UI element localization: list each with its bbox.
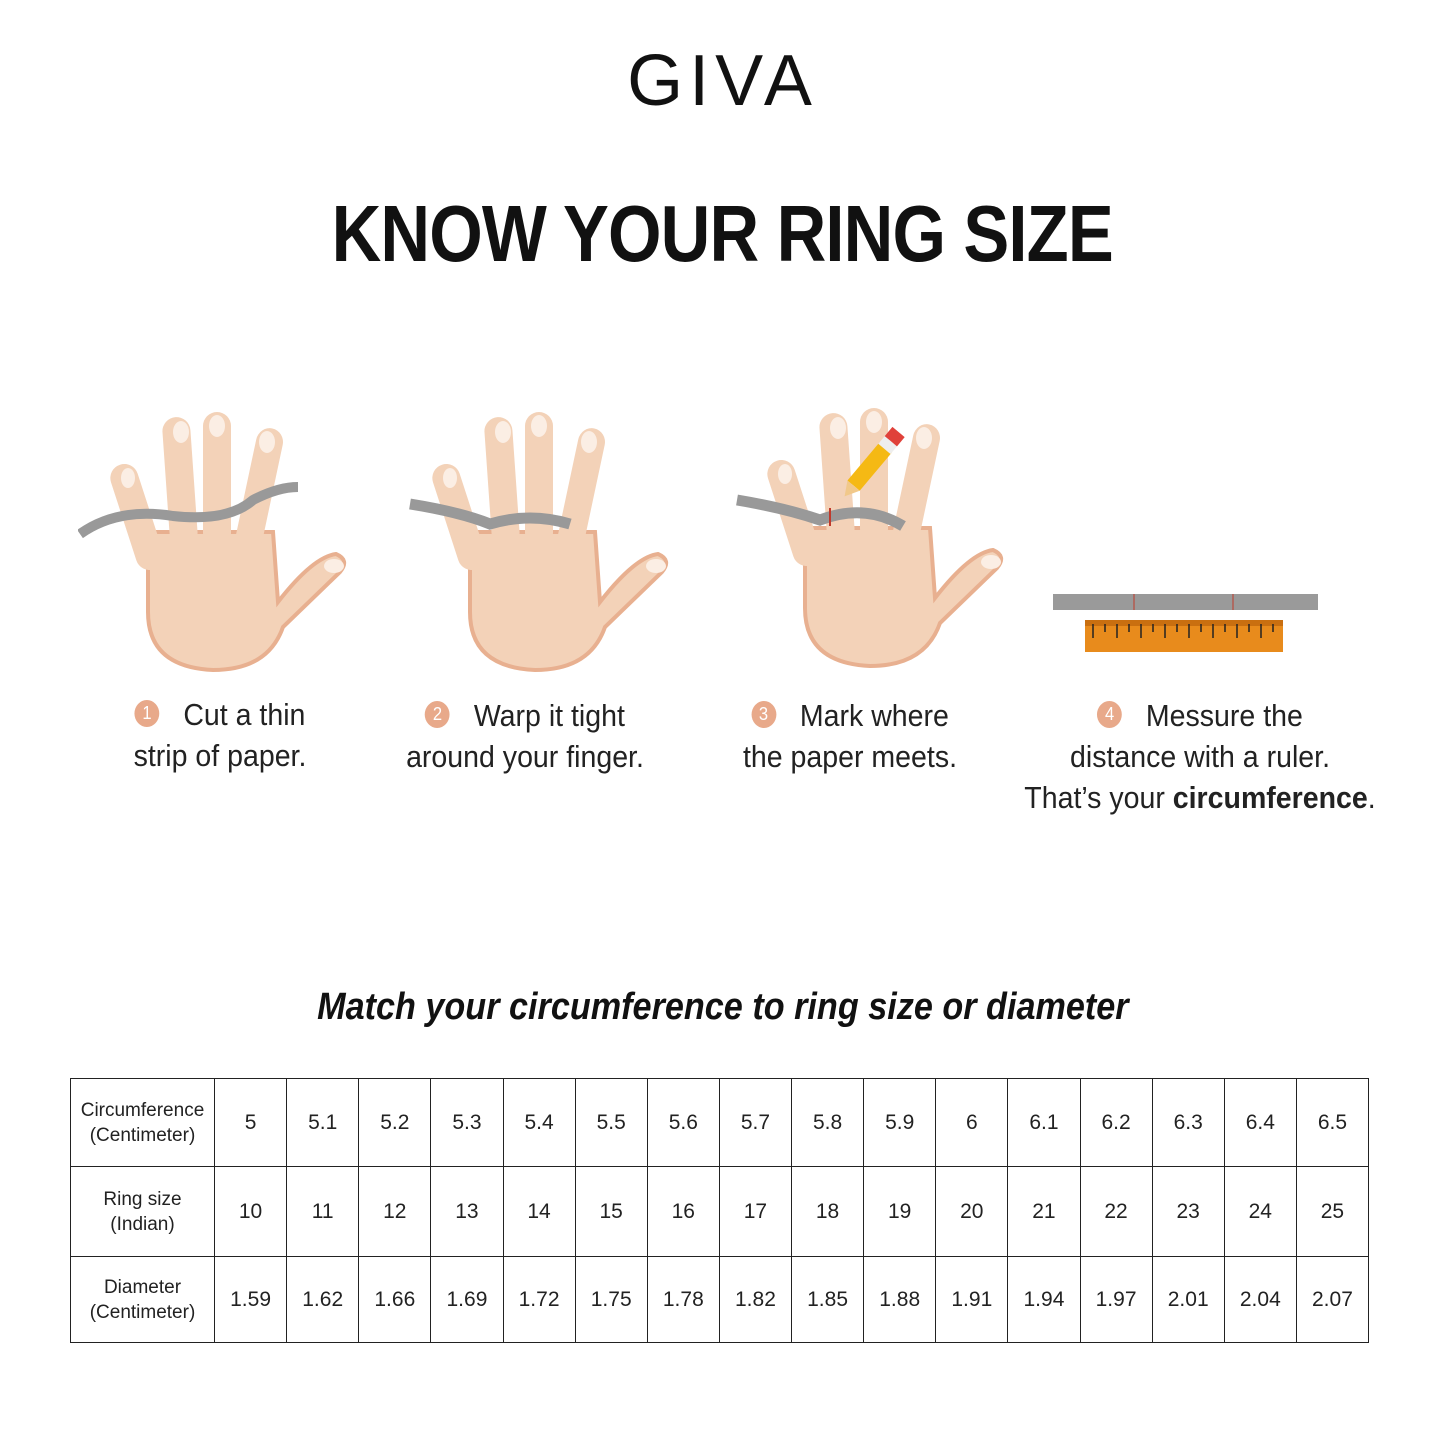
row-header-unit: (Centimeter) bbox=[89, 1124, 196, 1146]
table-cell: 17 bbox=[718, 1166, 793, 1257]
row-header-label: Diameter bbox=[103, 1276, 182, 1298]
hand-with-paper-strip-icon bbox=[78, 412, 347, 672]
hand-with-pencil-mark-icon bbox=[736, 408, 1004, 668]
page-title: KNOW YOUR RING SIZE bbox=[331, 189, 1114, 278]
table-cell: 6.4 bbox=[1223, 1078, 1297, 1167]
table-cell: 1.72 bbox=[502, 1256, 576, 1343]
step-text: Warp it tight bbox=[473, 698, 625, 733]
table-cell: 2.07 bbox=[1295, 1256, 1370, 1343]
table-cell: 13 bbox=[430, 1166, 504, 1257]
table-cell: 18 bbox=[790, 1166, 865, 1257]
step-2: 2 Warp it tight around your finger. bbox=[359, 695, 690, 777]
table-cell: 5.7 bbox=[718, 1078, 793, 1167]
step-text: strip of paper. bbox=[133, 738, 307, 773]
table-cell: 1.75 bbox=[574, 1256, 648, 1343]
table-cell: 5.6 bbox=[646, 1078, 720, 1167]
table-cell: 1.97 bbox=[1079, 1256, 1153, 1343]
paper-strip-and-ruler-icon bbox=[1053, 594, 1318, 652]
table-cell: 1.88 bbox=[863, 1256, 937, 1343]
table-cell: 5.9 bbox=[863, 1078, 937, 1167]
row-header: Ring size (Indian) bbox=[70, 1166, 215, 1257]
table-cell: 22 bbox=[1079, 1166, 1153, 1257]
ring-size-table: Circumference (Centimeter) 5 5.1 5.2 5.3 5.4 5.… bbox=[70, 1078, 1370, 1343]
table-cell: 6.5 bbox=[1295, 1078, 1370, 1167]
table-cell: 2.01 bbox=[1151, 1256, 1225, 1343]
table-cell: 20 bbox=[935, 1166, 1009, 1257]
step-number-badge: 2 bbox=[425, 701, 450, 729]
table-cell: 5.5 bbox=[574, 1078, 648, 1167]
table-cell: 10 bbox=[213, 1166, 288, 1257]
circumference-emphasis: circumference bbox=[1172, 780, 1368, 815]
table-cell: 1.91 bbox=[935, 1256, 1009, 1343]
row-header-unit: (Indian) bbox=[110, 1213, 175, 1235]
table-cell: 1.85 bbox=[790, 1256, 865, 1343]
table-cell: 1.66 bbox=[358, 1256, 432, 1343]
step-text: Mark where bbox=[799, 698, 949, 733]
table-cell: 1.69 bbox=[430, 1256, 504, 1343]
step-text: the paper meets. bbox=[742, 739, 958, 774]
table-cell: 23 bbox=[1151, 1166, 1225, 1257]
table-cell: 6.3 bbox=[1151, 1078, 1225, 1167]
table-cell: 5.1 bbox=[286, 1078, 360, 1167]
table-cell: 1.59 bbox=[213, 1256, 288, 1343]
table-cell: 16 bbox=[646, 1166, 720, 1257]
step-text: That’s your bbox=[1024, 780, 1173, 815]
table-cell: 6.2 bbox=[1079, 1078, 1153, 1167]
step-number-badge: 1 bbox=[134, 700, 160, 728]
step-text: distance with a ruler. bbox=[1070, 739, 1330, 774]
table-cell: 15 bbox=[574, 1166, 648, 1257]
step-text: Cut a thin bbox=[183, 697, 306, 732]
table-cell: 12 bbox=[358, 1166, 432, 1257]
step-text: Messure the bbox=[1145, 698, 1303, 733]
table-cell: 5 bbox=[213, 1078, 288, 1167]
row-header: Circumference (Centimeter) bbox=[70, 1078, 215, 1167]
table-cell: 5.3 bbox=[430, 1078, 504, 1167]
table-cell: 2.04 bbox=[1223, 1256, 1297, 1343]
table-cell: 6 bbox=[935, 1078, 1009, 1167]
table-cell: 5.8 bbox=[790, 1078, 865, 1167]
row-header-label: Ring size bbox=[103, 1188, 182, 1210]
table-cell: 1.62 bbox=[286, 1256, 360, 1343]
table-cell: 19 bbox=[863, 1166, 937, 1257]
table-row: Diameter (Centimeter) 1.59 1.62 1.66 1.69 1.72… bbox=[70, 1256, 1370, 1343]
table-cell: 5.2 bbox=[358, 1078, 432, 1167]
hand-paper-wrapped-icon bbox=[409, 412, 669, 672]
brand-logo: GIVA bbox=[627, 41, 818, 121]
table-cell: 11 bbox=[286, 1166, 360, 1257]
step-number-badge: 4 bbox=[1097, 701, 1122, 729]
table-cell: 25 bbox=[1295, 1166, 1370, 1257]
step-number-badge: 3 bbox=[751, 701, 776, 729]
step-text: around your finger. bbox=[406, 739, 644, 774]
table-cell: 24 bbox=[1223, 1166, 1297, 1257]
table-row: Ring size (Indian) 10 11 12 13 14 15 16 17 18 19 20 2… bbox=[70, 1166, 1370, 1257]
table-cell: 5.4 bbox=[502, 1078, 576, 1167]
step-4: 4 Messure the distance with a ruler. That… bbox=[1007, 695, 1393, 818]
table-cell: 6.1 bbox=[1007, 1078, 1081, 1167]
step-3: 3 Mark where the paper meets. bbox=[694, 695, 1007, 777]
table-cell: 1.78 bbox=[646, 1256, 720, 1343]
table-subtitle: Match your circumference to ring size or… bbox=[316, 986, 1129, 1028]
row-header-label: Circumference bbox=[80, 1099, 205, 1121]
table-cell: 1.82 bbox=[718, 1256, 793, 1343]
table-cell: 21 bbox=[1007, 1166, 1081, 1257]
row-header-unit: (Centimeter) bbox=[89, 1301, 196, 1323]
table-cell: 1.94 bbox=[1007, 1256, 1081, 1343]
step-1: 1 Cut a thin strip of paper. bbox=[73, 694, 367, 776]
table-cell: 14 bbox=[502, 1166, 576, 1257]
table-row: Circumference (Centimeter) 5 5.1 5.2 5.3 5.4 5.… bbox=[70, 1078, 1370, 1167]
row-header: Diameter (Centimeter) bbox=[70, 1256, 215, 1343]
step-text: . bbox=[1367, 780, 1376, 815]
